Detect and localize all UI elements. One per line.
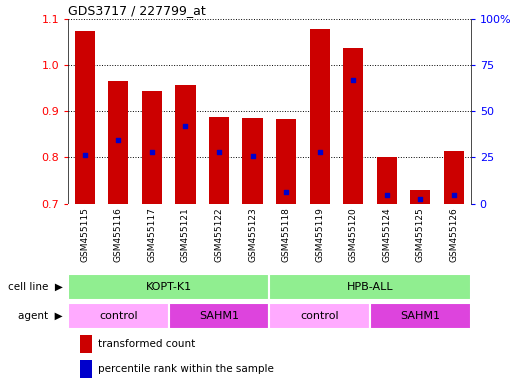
Bar	[343, 48, 363, 204]
Point	[315, 149, 324, 155]
Text: GSM455118: GSM455118	[281, 207, 291, 262]
Bar	[80, 360, 92, 378]
Bar	[276, 119, 296, 204]
Bar	[269, 303, 370, 329]
Point	[416, 196, 425, 202]
Text: GDS3717 / 227799_at: GDS3717 / 227799_at	[68, 3, 206, 17]
Point	[349, 77, 357, 83]
Point	[282, 189, 290, 195]
Point	[383, 192, 391, 198]
Point	[147, 149, 156, 155]
Text: transformed count: transformed count	[98, 339, 196, 349]
Bar	[209, 117, 229, 204]
Bar	[68, 303, 168, 329]
Bar	[175, 84, 196, 204]
Bar	[269, 274, 471, 300]
Bar	[142, 91, 162, 204]
Text: KOPT-K1: KOPT-K1	[145, 282, 192, 292]
Text: GSM455120: GSM455120	[349, 207, 358, 262]
Text: control: control	[300, 311, 339, 321]
Text: percentile rank within the sample: percentile rank within the sample	[98, 364, 274, 374]
Text: GSM455119: GSM455119	[315, 207, 324, 262]
Text: GSM455123: GSM455123	[248, 207, 257, 262]
Bar	[168, 303, 269, 329]
Text: GSM455121: GSM455121	[181, 207, 190, 262]
Text: GSM455125: GSM455125	[416, 207, 425, 262]
Text: GSM455122: GSM455122	[214, 207, 223, 262]
Text: agent  ▶: agent ▶	[18, 311, 63, 321]
Text: control: control	[99, 311, 138, 321]
Point	[215, 149, 223, 155]
Text: GSM455124: GSM455124	[382, 207, 391, 262]
Bar	[377, 157, 397, 204]
Text: cell line  ▶: cell line ▶	[8, 282, 63, 292]
Bar	[370, 303, 471, 329]
Bar	[68, 274, 269, 300]
Point	[81, 152, 89, 158]
Bar	[310, 29, 329, 204]
Text: SAHM1: SAHM1	[401, 311, 440, 321]
Bar	[108, 81, 128, 204]
Point	[181, 123, 190, 129]
Text: SAHM1: SAHM1	[199, 311, 239, 321]
Bar	[444, 151, 464, 204]
Text: HPB-ALL: HPB-ALL	[347, 282, 393, 292]
Point	[450, 192, 458, 198]
Bar	[410, 190, 430, 204]
Text: GSM455117: GSM455117	[147, 207, 156, 262]
Text: GSM455115: GSM455115	[80, 207, 89, 262]
Text: GSM455116: GSM455116	[114, 207, 123, 262]
Point	[114, 137, 122, 143]
Text: GSM455126: GSM455126	[449, 207, 459, 262]
Point	[248, 153, 257, 159]
Bar	[75, 31, 95, 204]
Bar	[80, 335, 92, 353]
Bar	[243, 118, 263, 204]
